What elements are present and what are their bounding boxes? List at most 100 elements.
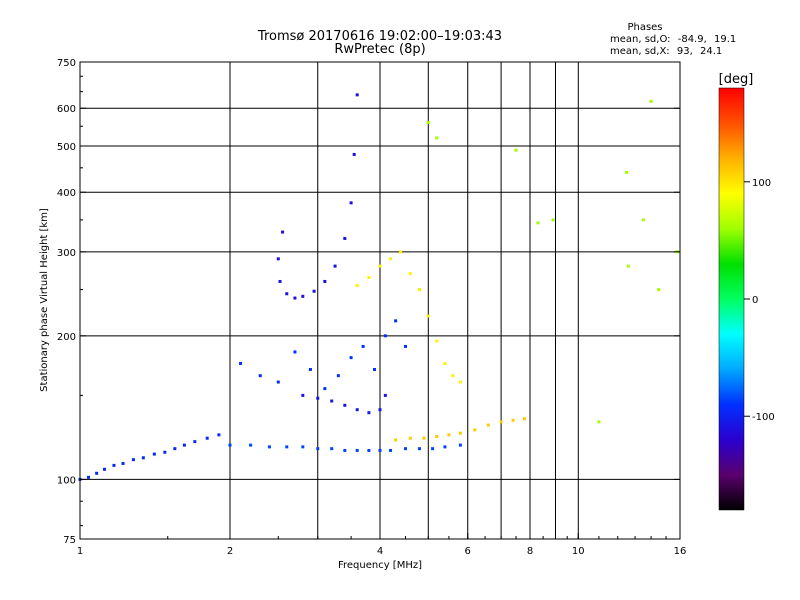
y-tick-label-5: 500 (57, 142, 76, 153)
data-point (336, 374, 340, 378)
data-point (131, 458, 135, 462)
colorbar-tick-label-0: 100 (752, 178, 771, 189)
data-point (403, 344, 407, 348)
stats-x-label: mean, sd,X: (610, 46, 670, 57)
data-point (422, 436, 426, 440)
data-point (330, 447, 334, 451)
data-point (343, 448, 347, 452)
data-point (458, 431, 462, 435)
data-point (443, 445, 447, 449)
data-point (641, 218, 645, 222)
data-point (378, 408, 382, 412)
data-point (301, 393, 305, 397)
y-axis-label: Stationary phase Virtual Height [km] (39, 208, 50, 392)
data-point (301, 294, 305, 298)
data-point (141, 456, 145, 460)
series-5 (355, 250, 462, 384)
data-point (378, 448, 382, 452)
x-tick-label-1: 2 (227, 546, 233, 557)
stats-x-mean: 93 (677, 46, 690, 57)
data-point (536, 221, 540, 225)
x-tick-label-2: 4 (377, 546, 383, 557)
data-point (389, 448, 393, 452)
data-point (312, 289, 316, 293)
colorbar-tick-label-1: 0 (752, 295, 758, 306)
x-tick-label-4: 8 (527, 546, 533, 557)
data-point (383, 393, 387, 397)
data-point (316, 447, 320, 451)
y-tick-label-7: 750 (57, 58, 76, 69)
data-point (383, 334, 387, 338)
data-point (394, 319, 398, 323)
data-point (95, 471, 99, 475)
data-point (352, 152, 356, 156)
x-axis-ticks: 1 2 4 6 8 10 16 (77, 533, 686, 557)
data-point (301, 445, 305, 449)
data-point (86, 475, 90, 479)
stats-x-sd: 24.1 (700, 46, 722, 57)
data-point (285, 292, 289, 296)
series-3 (301, 393, 387, 415)
data-point (349, 201, 353, 205)
x-tick-label-3: 6 (465, 546, 471, 557)
data-point (389, 257, 393, 261)
data-point (276, 380, 280, 384)
data-point (205, 436, 209, 440)
data-point (435, 435, 439, 439)
data-point (399, 250, 403, 254)
data-point (435, 339, 439, 343)
data-point (551, 218, 555, 222)
data-point (378, 264, 382, 268)
stats-o-label: mean, sd,O: (610, 34, 671, 45)
chart-title: Tromsø 20170616 19:02:00–19:03:43 (257, 29, 502, 44)
data-point (447, 433, 451, 437)
data-point (152, 452, 156, 456)
data-point (625, 170, 629, 174)
x-tick-label-5: 10 (572, 546, 585, 557)
series-6 (394, 417, 527, 442)
data-point (239, 361, 243, 365)
data-point (182, 443, 186, 447)
y-tick-label-2: 200 (57, 332, 76, 343)
x-tick-label-0: 1 (77, 546, 83, 557)
grid-lines (80, 62, 680, 539)
data-point (426, 314, 430, 318)
data-point (367, 448, 371, 452)
data-point (443, 361, 447, 365)
stats-x-line: mean, sd,X: 93, 24.1 (610, 46, 722, 57)
data-point (276, 257, 280, 261)
data-point (103, 467, 107, 471)
data-point (403, 447, 407, 451)
series-0 (78, 433, 221, 481)
y-tick-label-1: 100 (57, 475, 76, 486)
data-point (486, 423, 490, 427)
y-tick-label-4: 400 (57, 188, 76, 199)
data-point (323, 279, 327, 283)
data-point (285, 445, 289, 449)
data-point (473, 428, 477, 432)
data-point (349, 356, 353, 360)
data-points (78, 93, 679, 481)
data-point (657, 288, 661, 292)
data-point (458, 380, 462, 384)
data-point (267, 445, 271, 449)
data-point (228, 443, 232, 447)
data-point (217, 433, 221, 437)
data-point (343, 236, 347, 240)
data-point (373, 367, 377, 371)
series-1 (228, 443, 462, 452)
data-point (355, 93, 359, 97)
data-point (163, 450, 167, 454)
data-point (112, 463, 116, 467)
data-point (451, 374, 455, 378)
data-point (514, 148, 518, 152)
colorbar-label: [deg] (719, 72, 754, 87)
data-point (249, 443, 253, 447)
stats-heading: Phases (627, 22, 662, 33)
data-point (408, 272, 412, 276)
data-point (121, 461, 125, 465)
data-point (173, 447, 177, 451)
series-4 (239, 319, 407, 391)
data-point (316, 396, 320, 400)
